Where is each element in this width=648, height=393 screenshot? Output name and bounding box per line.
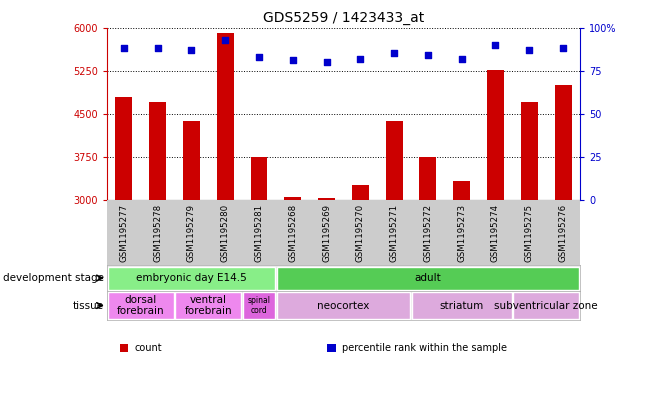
Point (456, 55, 467, 62)
Bar (487, 70, 504, 200)
Text: GSM1195281: GSM1195281 (255, 204, 264, 262)
Bar (216, 33, 234, 200)
Point (422, 52, 433, 58)
Point (119, 45, 129, 51)
Text: GSM1195272: GSM1195272 (423, 204, 432, 262)
Text: GSM1195268: GSM1195268 (288, 204, 297, 262)
Text: adult: adult (415, 273, 441, 283)
Point (389, 50, 399, 57)
Text: GSM1195269: GSM1195269 (322, 204, 331, 262)
Bar (352, 185, 369, 200)
Bar (453, 182, 470, 200)
Bar (277, 266, 579, 290)
Text: GSM1195278: GSM1195278 (153, 204, 162, 262)
Text: spinal
cord: spinal cord (248, 296, 270, 315)
Point (254, 54, 264, 60)
Bar (183, 121, 200, 200)
Text: GSM1195275: GSM1195275 (525, 204, 534, 262)
Bar (108, 266, 275, 290)
Text: GSM1195276: GSM1195276 (559, 204, 568, 262)
Text: percentile rank within the sample: percentile rank within the sample (342, 343, 507, 353)
Text: ventral
forebrain: ventral forebrain (185, 295, 232, 316)
Bar (386, 121, 402, 200)
Text: GSM1195273: GSM1195273 (457, 204, 466, 262)
Text: subventricular zone: subventricular zone (494, 301, 598, 310)
Bar (243, 292, 275, 319)
Point (288, 57, 298, 64)
Text: GSM1195270: GSM1195270 (356, 204, 365, 262)
Text: count: count (135, 343, 163, 353)
Text: striatum: striatum (439, 301, 484, 310)
Point (321, 59, 332, 65)
Point (558, 45, 568, 51)
Text: embryonic day E14.5: embryonic day E14.5 (136, 273, 247, 283)
Bar (555, 85, 572, 200)
Bar (115, 97, 132, 200)
Text: GSM1195271: GSM1195271 (389, 204, 399, 262)
Bar (318, 198, 335, 200)
Point (491, 42, 501, 48)
Bar (108, 292, 174, 319)
Bar (277, 292, 410, 319)
Bar (284, 197, 301, 200)
Bar (149, 103, 166, 200)
Point (220, 37, 231, 43)
Title: GDS5259 / 1423433_at: GDS5259 / 1423433_at (263, 11, 424, 25)
Text: GSM1195279: GSM1195279 (187, 204, 196, 262)
Text: neocortex: neocortex (318, 301, 369, 310)
Text: dorsal
forebrain: dorsal forebrain (117, 295, 165, 316)
Bar (175, 292, 242, 319)
Point (186, 47, 196, 53)
Bar (419, 157, 436, 200)
Point (524, 47, 535, 53)
Bar (513, 292, 579, 319)
Text: GSM1195280: GSM1195280 (221, 204, 229, 262)
Bar (251, 157, 268, 200)
Text: GSM1195277: GSM1195277 (119, 204, 128, 262)
Text: development stage: development stage (3, 273, 104, 283)
Text: tissue: tissue (73, 301, 104, 310)
Point (355, 55, 365, 62)
Text: GSM1195274: GSM1195274 (491, 204, 500, 262)
Point (152, 45, 163, 51)
Bar (521, 103, 538, 200)
Bar (411, 292, 512, 319)
